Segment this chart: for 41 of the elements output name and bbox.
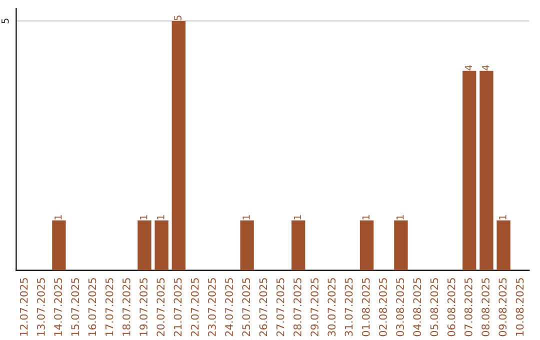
x-tick-label: 29.07.2025: [310, 278, 318, 336]
data-label: 1: [396, 215, 404, 220]
data-label: 1: [140, 215, 148, 220]
x-tick-label: 30.07.2025: [328, 278, 336, 336]
x-tick-label: 16.07.2025: [88, 278, 96, 336]
x-tick-label: 03.08.2025: [396, 278, 404, 336]
x-tick-label: 14.07.2025: [54, 278, 62, 336]
x-tick-label: 18.07.2025: [122, 278, 130, 336]
x-tick-label: 24.07.2025: [225, 278, 233, 336]
x-tick-label: 22.07.2025: [190, 278, 199, 336]
x-tick-label: 21.07.2025: [174, 278, 182, 336]
x-tick-label: 04.08.2025: [413, 278, 422, 336]
data-label: 1: [242, 215, 250, 220]
x-tick-label: 06.08.2025: [447, 278, 456, 336]
data-label: 1: [362, 215, 370, 220]
x-tick-label: 10.08.2025: [516, 278, 524, 336]
data-label: 4: [482, 65, 490, 70]
x-tick-label: 13.07.2025: [36, 278, 45, 336]
x-tick-label: 25.07.2025: [242, 278, 250, 336]
data-label: 4: [464, 65, 472, 70]
x-tick-label: 19.07.2025: [140, 278, 148, 336]
x-tick-label: 26.07.2025: [259, 278, 268, 336]
x-tick-label: 31.07.2025: [344, 278, 353, 336]
x-tick-label: 08.08.2025: [482, 278, 490, 336]
x-tick-label: 02.08.2025: [378, 278, 387, 336]
x-tick-label: 15.07.2025: [71, 278, 80, 336]
data-label: 1: [294, 215, 302, 220]
x-tick-label: 05.08.2025: [430, 278, 438, 336]
x-tick-label: 17.07.2025: [105, 278, 114, 336]
x-tick-label: 12.07.2025: [20, 278, 28, 336]
x-tick-label: 20.07.2025: [156, 278, 165, 336]
data-label: 1: [157, 215, 164, 220]
data-label: 1: [499, 215, 506, 220]
x-tick-label: 27.07.2025: [276, 278, 284, 336]
x-tick-label: 23.07.2025: [208, 278, 216, 336]
data-label: 5: [174, 16, 182, 20]
x-tick-label: 01.08.2025: [362, 278, 370, 336]
x-tick-label: 09.08.2025: [498, 278, 507, 336]
data-label: 1: [54, 215, 62, 220]
x-tick-label: 07.08.2025: [464, 278, 472, 336]
x-tick-label: 28.07.2025: [293, 278, 302, 336]
